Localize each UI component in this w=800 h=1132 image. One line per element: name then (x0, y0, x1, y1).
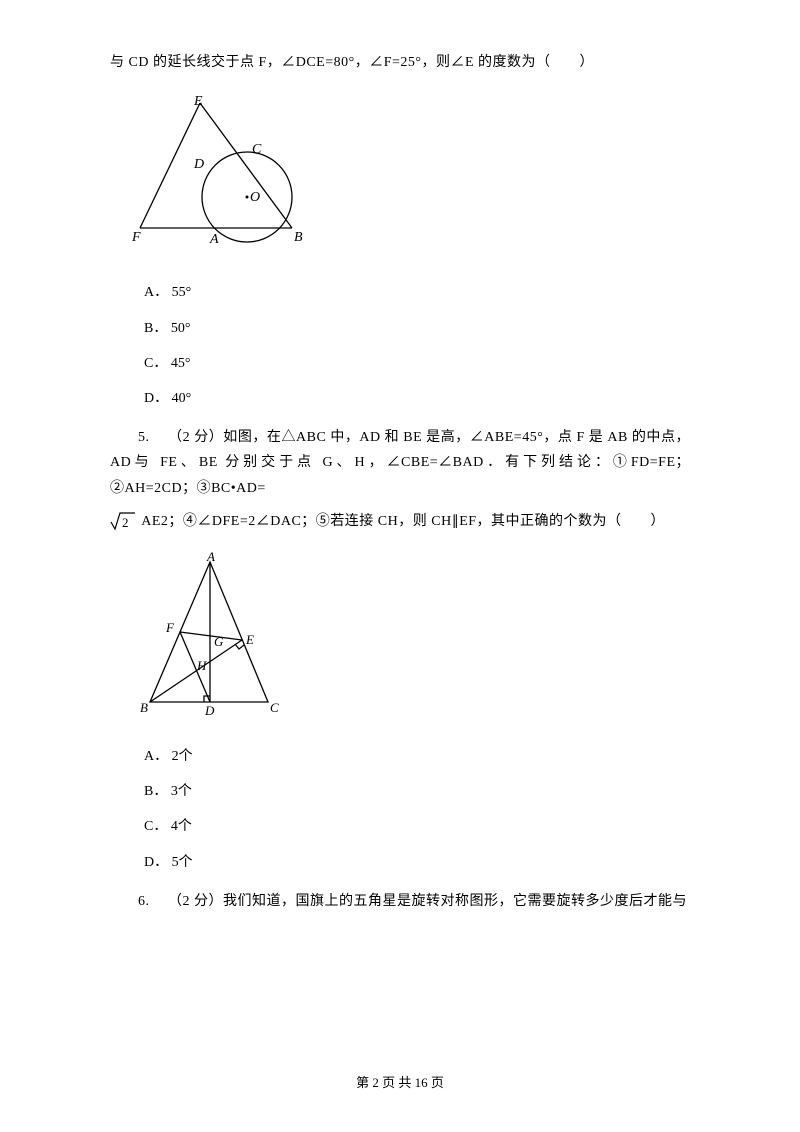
q5-figure: A F G H E B D C (132, 552, 690, 726)
q5-label-H: H (196, 658, 207, 673)
q5-option-c: C． 4个 (144, 814, 690, 839)
sqrt-value: 2 (122, 515, 129, 530)
sqrt-icon: 2 (110, 510, 136, 532)
page-content: 与 CD 的延长线交于点 F，∠DCE=80°，∠F=25°，则∠E 的度数为（… (0, 0, 800, 962)
q5-label-E: E (245, 632, 254, 647)
q5-label-A: A (206, 552, 215, 564)
q5-label-G: G (214, 634, 224, 649)
q4-label-A: A (209, 232, 219, 247)
q5-label-C: C (270, 700, 279, 715)
q5-label-F: F (165, 620, 175, 635)
q4-label-C: C (252, 142, 262, 157)
q5-label-B: B (140, 700, 148, 715)
page-footer: 第 2 页 共 16 页 (0, 1071, 800, 1094)
q4-stem: 与 CD 的延长线交于点 F，∠DCE=80°，∠F=25°，则∠E 的度数为（… (110, 50, 690, 75)
q5-stem-line2: 2 AE2；④∠DFE=2∠DAC；⑤若连接 CH，则 CH∥EF，其中正确的个… (110, 509, 690, 534)
q4-label-B: B (294, 230, 303, 245)
q5-option-b: B． 3个 (144, 779, 690, 804)
q5-stem-before: 5. （2 分）如图，在△ABC 中，AD 和 BE 是高，∠ABE=45°，点… (110, 430, 690, 495)
q4-diagram-svg: E C D O F A B (132, 93, 334, 253)
q5-stem-line1: 5. （2 分）如图，在△ABC 中，AD 和 BE 是高，∠ABE=45°，点… (110, 425, 690, 501)
q4-option-b: B． 50° (144, 316, 690, 341)
q4-option-a: A． 55° (144, 280, 690, 305)
q4-label-E: E (193, 94, 203, 109)
q5-label-D: D (204, 703, 215, 717)
q4-option-d: D． 40° (144, 386, 690, 411)
q5-diagram-svg: A F G H E B D C (132, 552, 287, 717)
q5-stem-after: AE2；④∠DFE=2∠DAC；⑤若连接 CH，则 CH∥EF，其中正确的个数为… (138, 514, 665, 529)
q4-label-D: D (193, 157, 204, 172)
q4-label-O: O (250, 190, 260, 205)
q5-option-d: D． 5个 (144, 850, 690, 875)
q5-option-a: A． 2个 (144, 744, 690, 769)
q6-stem: 6. （2 分）我们知道，国旗上的五角星是旋转对称图形，它需要旋转多少度后才能与 (110, 889, 690, 914)
q4-label-F: F (132, 230, 141, 245)
q4-option-c: C． 45° (144, 351, 690, 376)
q4-figure: E C D O F A B (132, 93, 690, 262)
